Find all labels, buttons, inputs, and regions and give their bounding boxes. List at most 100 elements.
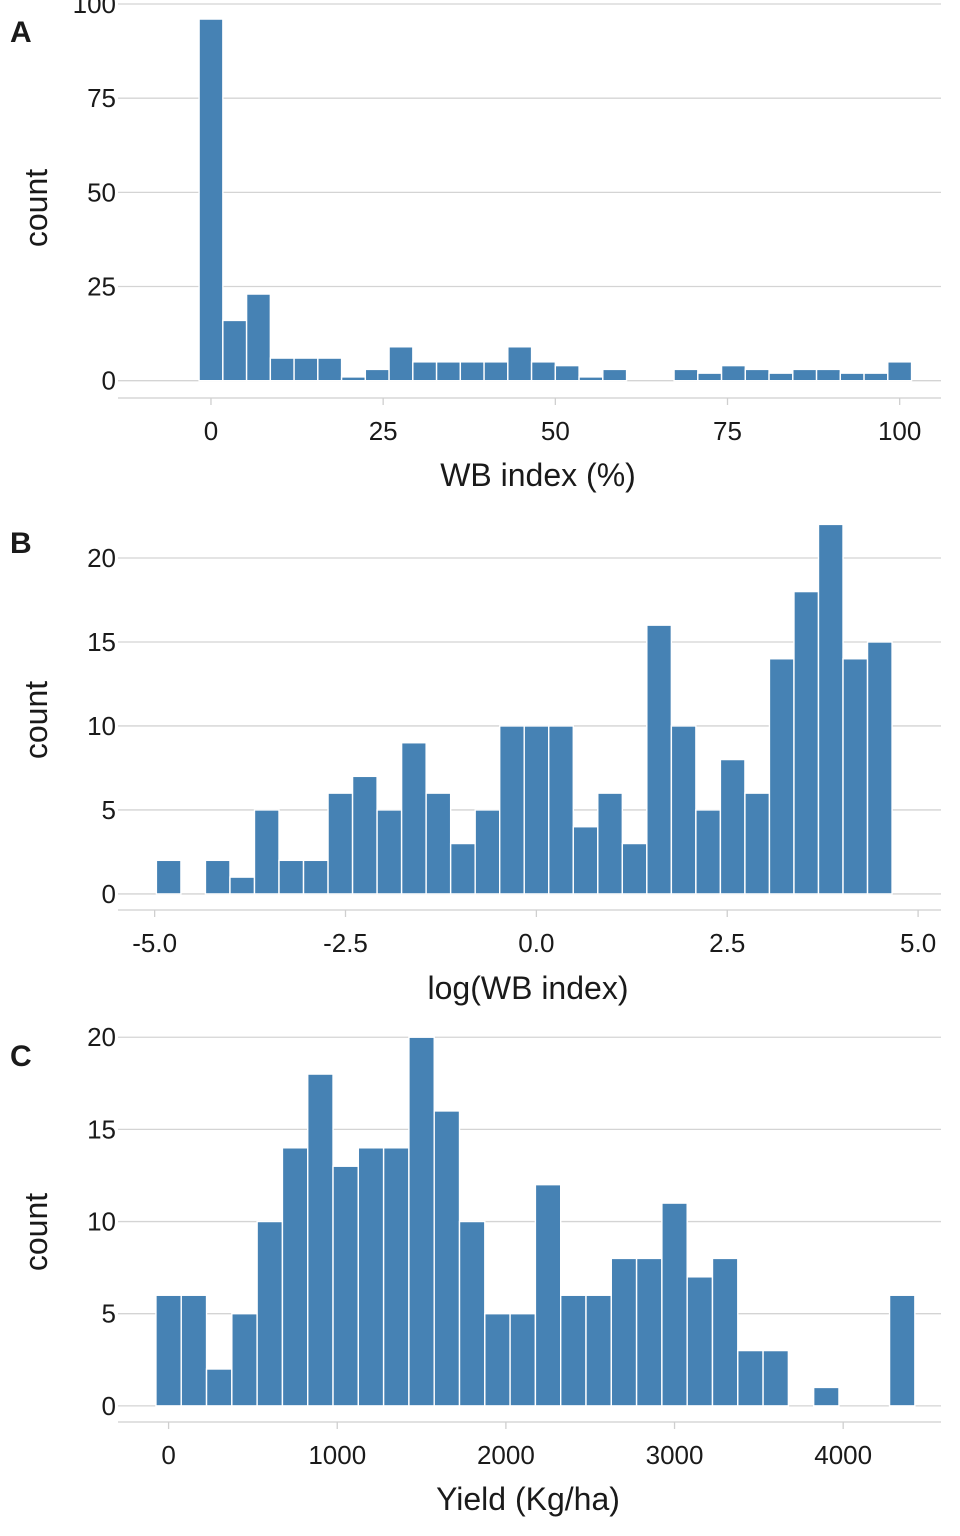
panel-a-bar <box>602 368 628 382</box>
panel-a-x-tick-label: 100 <box>878 416 921 446</box>
panel-b-bar <box>646 624 673 895</box>
panel-b-y-axis-title: count <box>18 681 54 759</box>
panel-c-bar <box>458 1220 486 1407</box>
panel-b-bar <box>376 809 403 895</box>
panel-b-bar <box>744 792 771 895</box>
panel-c-x-tick-label: 3000 <box>646 1440 704 1470</box>
panel-c-bar <box>812 1386 840 1407</box>
panel-c-bar <box>484 1313 511 1407</box>
panel-a-bar <box>554 364 580 382</box>
panel-a-bar <box>317 357 343 382</box>
panel-c-y-tick-label: 5 <box>102 1299 116 1329</box>
panel-a-bar <box>530 361 557 382</box>
panel-c-y-tick-label: 0 <box>102 1391 116 1421</box>
panel-c-bar <box>610 1257 638 1407</box>
panel-b-bar <box>155 859 182 895</box>
panel-c-bar <box>686 1276 714 1407</box>
panel-c-bar <box>585 1294 612 1407</box>
panel-c-x-axis-title: Yield (Kg/ha) <box>436 1481 620 1517</box>
panel-b-bar <box>400 742 427 895</box>
panel-c-bars <box>155 1036 916 1407</box>
panel-a-bar <box>412 361 438 382</box>
panel-c-x-tick-label: 1000 <box>308 1440 366 1470</box>
panel-c-bar <box>711 1257 739 1407</box>
panel-c-bar <box>559 1294 587 1407</box>
panel-b-bar <box>327 792 354 895</box>
panel-b: B 0 5 10 15 20 -5.0 -2.5 0.0 2.5 5.0 log(WB index… <box>10 523 941 1006</box>
panel-a-bar <box>198 18 224 382</box>
panel-c-y-axis-title: count <box>18 1193 54 1271</box>
panel-b-y-tick-label: 10 <box>87 711 116 741</box>
panel-a-bar <box>673 368 699 382</box>
panel-a-bar <box>364 368 390 382</box>
panel-a-y-tick-label: 25 <box>87 272 116 302</box>
panel-a-bar <box>435 361 462 382</box>
panel-c-bar <box>635 1257 663 1407</box>
panel-b-bar <box>425 792 452 895</box>
panel-b-x-tick-label: 0.0 <box>518 928 554 958</box>
panel-c-x-tick-label: 0 <box>161 1440 175 1470</box>
panel-a-bar <box>507 346 533 382</box>
panel-b-y-tick-label: 15 <box>87 627 116 657</box>
panel-a-x-tick-label: 75 <box>713 416 742 446</box>
panel-a-x-tick-label: 0 <box>204 416 218 446</box>
panel-c-bar <box>357 1147 385 1407</box>
panel-a-bar <box>720 364 747 382</box>
panel-b-bar <box>474 809 501 895</box>
panel-a-bars <box>198 18 913 382</box>
panel-b-bar <box>302 859 329 895</box>
panel-c-y-tick-label: 15 <box>87 1114 116 1144</box>
panel-c: C 0 5 10 15 20 0 1000 2000 3000 4000 Yield (Kg/ha… <box>10 1022 941 1517</box>
panel-a-tag: A <box>10 16 32 49</box>
panel-a-bar <box>293 357 319 382</box>
panel-c-y-tick-label: 20 <box>87 1022 116 1052</box>
panel-a-bar <box>697 372 723 382</box>
panel-a-bar <box>483 361 509 382</box>
panel-c-bar <box>534 1183 562 1407</box>
panel-a-x-tick-label: 50 <box>541 416 570 446</box>
panel-c-tag: C <box>10 1040 32 1073</box>
panel-b-bars <box>155 523 893 895</box>
panel-a-bar <box>863 372 889 382</box>
panel-a-bar <box>815 368 842 382</box>
panel-b-axes: 0 5 10 15 20 -5.0 -2.5 0.0 2.5 5.0 <box>87 543 941 958</box>
panel-a-y-tick-label: 50 <box>87 177 116 207</box>
panel-c-bar <box>762 1349 790 1407</box>
panel-b-bar <box>842 658 869 895</box>
panel-a-y-tick-label: 75 <box>87 83 116 113</box>
panel-b-bar <box>597 792 624 895</box>
panel-b-bar <box>278 859 305 895</box>
panel-c-x-tick-label: 4000 <box>814 1440 872 1470</box>
panel-c-bar <box>433 1110 461 1407</box>
panel-a-bar <box>744 368 770 382</box>
panel-a-x-axis-title: WB index (%) <box>440 457 636 493</box>
panel-c-bar <box>408 1036 435 1407</box>
panel-a-bar <box>269 357 295 382</box>
panel-c-bar <box>180 1294 208 1407</box>
panel-a: A 0 25 50 75 100 0 25 50 75 100 WB index (%) coun… <box>10 0 941 493</box>
panel-a-bar <box>245 293 272 382</box>
panel-a-bar <box>459 361 485 382</box>
panel-c-bar <box>256 1220 284 1407</box>
panel-b-bar <box>793 590 820 895</box>
panel-b-bar <box>817 523 844 895</box>
panel-c-axes: 0 5 10 15 20 0 1000 2000 3000 4000 <box>87 1022 941 1470</box>
panel-a-bar <box>792 368 818 382</box>
panel-c-bar <box>888 1294 916 1407</box>
panel-b-bar <box>719 758 746 895</box>
panel-b-x-tick-label: 2.5 <box>709 928 745 958</box>
panel-c-bar <box>332 1165 360 1407</box>
panel-b-bar <box>768 658 795 895</box>
panel-a-axes: 0 25 50 75 100 0 25 50 75 100 <box>73 0 941 446</box>
panel-c-bar <box>737 1349 764 1407</box>
panel-b-bar <box>548 725 574 895</box>
panel-b-bar <box>523 725 550 895</box>
panel-b-bar <box>229 876 256 895</box>
panel-b-tag: B <box>10 527 32 560</box>
panel-a-bar <box>768 372 794 382</box>
panel-a-bar <box>222 319 248 382</box>
panel-c-bar <box>382 1147 410 1407</box>
panel-c-bar <box>661 1202 688 1407</box>
panel-b-x-tick-label: -2.5 <box>323 928 368 958</box>
